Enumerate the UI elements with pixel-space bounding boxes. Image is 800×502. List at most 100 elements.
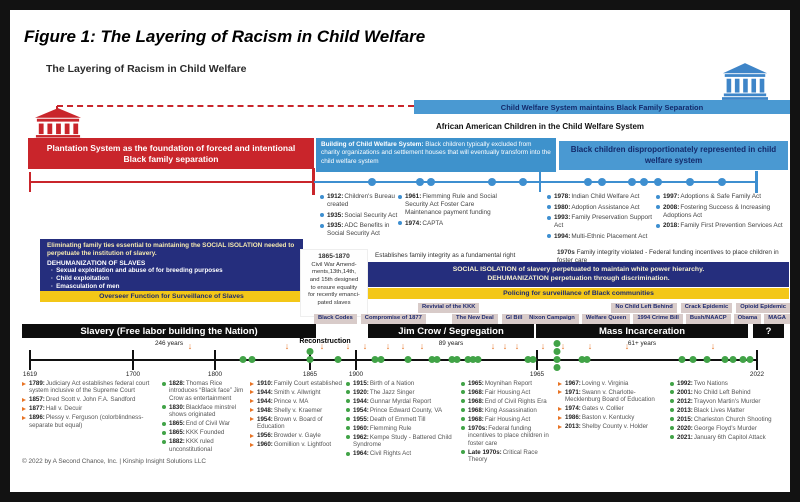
timeline-year-label: 1800 [207, 371, 223, 378]
chips-row2-mid: The New Deal GI Bill [452, 314, 527, 324]
event-marker-dot-icon [346, 381, 350, 386]
down-arrow-icon: ↓ [560, 341, 566, 351]
event-item: 1910:Family Court established [250, 380, 344, 387]
event-item: 1935:ADC Benefits in Social Security Act [320, 222, 406, 238]
policy-chip: MAGA [764, 314, 790, 324]
events-column-2: 1828:Thomas Rice introduces “Black face”… [162, 380, 250, 454]
amendments-line: and 15th designed [309, 276, 359, 283]
event-marker-dot-icon [461, 390, 465, 395]
event-marker-arrow-icon [558, 390, 562, 395]
reconstruction-label: Reconstruction [299, 338, 351, 345]
event-marker-arrow-icon [250, 408, 254, 413]
bullet-dot-icon: · [51, 282, 54, 290]
social-isolation-slavery-box: Eliminating family ties essential to mai… [40, 239, 303, 291]
event-item: 1965:Moynihan Report [461, 380, 556, 387]
event-item: 1912:Children's Bureau created [320, 193, 406, 209]
blue-event-dot-icon [416, 178, 424, 186]
event-item: 1968:Fair Housing Act [461, 416, 556, 423]
era-bar-unknown: ? [753, 324, 784, 338]
green-event-dot-icon [678, 356, 686, 363]
plantation-system-bar: Plantation System as the foundation of f… [28, 138, 314, 169]
social-isolation-line2: DEHUMANIZATION perpetuation through disc… [487, 275, 670, 282]
green-event-dot-icon [524, 356, 532, 363]
amendments-lines: Civil War Amend-ments,13th,14th, and 15th… [301, 262, 367, 308]
event-marker-arrow-icon [22, 415, 26, 420]
timeline-year-label: 1619 [22, 371, 38, 378]
down-arrow-icon: ↓ [502, 341, 508, 351]
timeline-tick [756, 350, 758, 370]
green-event-dot-icon [474, 356, 482, 363]
green-event-dot-icon [453, 356, 461, 363]
policy-chip: The New Deal [452, 314, 498, 324]
down-arrow-icon: ↓ [362, 341, 368, 351]
blue-dot-icon [656, 223, 660, 228]
blue-event-dot-icon [368, 178, 376, 186]
blue-dot-icon [398, 221, 402, 225]
event-item: 1997:Adoptions & Safe Family Act [656, 193, 788, 201]
events-column-5: 1965:Moynihan Report 1968:Fair Housing A… [461, 380, 556, 465]
event-marker-dot-icon [162, 405, 166, 410]
event-marker-dot-icon [162, 381, 166, 386]
event-item: 1944:Gunnar Myrdal Report [346, 398, 456, 405]
event-item: 1955:Death of Emmett Till [346, 416, 456, 423]
cws-separation-banner: Child Welfare System maintains Black Fam… [414, 100, 790, 114]
green-event-dot-icon [469, 356, 477, 363]
event-marker-dot-icon [461, 399, 465, 404]
bullet-dot-icon: · [51, 274, 54, 282]
civil-war-amendments-box: 1865-1870 Civil War Amend-ments,13th,14t… [300, 249, 368, 317]
green-event-dot-icon [448, 356, 456, 363]
event-item: 1968:End of Civil Rights Era [461, 398, 556, 405]
policy-chip: Black Codes [314, 314, 357, 324]
event-item: 2013:Black Lives Matter [670, 407, 788, 414]
chips-row2-right: Nixon Campaign Welfare Queen 1994 Crime Bi… [525, 314, 790, 324]
event-item: 2020:George Floyd's Murder [670, 425, 788, 432]
event-marker-dot-icon [461, 417, 465, 422]
event-marker-arrow-icon [250, 399, 254, 404]
events-column-3: 1910:Family Court established 1944:Smith… [250, 380, 344, 450]
event-item: 1960:Gomillion v. Lightfoot [250, 441, 344, 448]
overseer-bar: Overseer Function for Surveillance of Sl… [40, 291, 303, 302]
blue-timeline-dots [0, 178, 800, 186]
dehumanization-bullets: · Sexual exploitation and abuse of for b… [47, 267, 296, 291]
green-event-dot-icon [529, 356, 537, 363]
event-marker-dot-icon [346, 399, 350, 404]
timeline-tick [355, 350, 357, 370]
policy-chip: Welfare Queen [581, 314, 631, 324]
event-item: 1968:King Assassination [461, 407, 556, 414]
down-arrow-icon: ↓ [319, 341, 325, 351]
event-item: 1994:Multi-Ethnic Placement Act [547, 233, 653, 241]
diagram-title: The Layering of Racism in Child Welfare [46, 63, 247, 75]
blue-event-dot-icon [718, 178, 726, 186]
event-marker-dot-icon [346, 408, 350, 413]
green-event-dot-icon [553, 364, 561, 371]
chips-row1-right: No Child Left Behind Crack Epidemic Opioid… [608, 303, 790, 313]
green-event-dot-icon [404, 356, 412, 363]
green-event-dot-icon [464, 356, 472, 363]
event-item: 1974:CAPTA [398, 220, 510, 228]
timeline-tick [536, 350, 538, 370]
event-item: 1789:Judiciary Act establishes federal c… [22, 380, 160, 395]
event-item: 1882:KKK ruled unconstitutional [162, 438, 250, 453]
event-marker-arrow-icon [22, 406, 26, 411]
event-item: 1960:Flemming Rule [346, 425, 456, 432]
blue-event-dot-icon [640, 178, 648, 186]
event-marker-arrow-icon [250, 417, 254, 422]
cws-events-column-b: 1961:Flemming Rule and Social Security A… [398, 193, 510, 230]
era-bar-jim-crow: Jim Crow / Segregation [368, 324, 534, 338]
green-event-dot-icon [377, 356, 385, 363]
cws-events-column-a: 1912:Children's Bureau created 1935:Soci… [320, 193, 406, 241]
event-item: 1896:Plessy v. Ferguson (colorblindness-… [22, 414, 160, 429]
event-marker-arrow-icon [558, 381, 562, 386]
timeline-tick [132, 350, 134, 370]
event-item: 1865:KKK Founded [162, 429, 250, 436]
family-integrity-note: Establishes family integrity as a fundam… [375, 252, 516, 259]
events-column-1: 1789:Judiciary Act establishes federal c… [22, 380, 160, 431]
mass-duration-label: 61+ years [627, 340, 657, 347]
event-marker-arrow-icon [250, 381, 254, 386]
social-isolation-perpetuated-bar: SOCIAL ISOLATION of slavery perpetuated … [368, 262, 789, 287]
event-item: 1944:Smith v. Allwright [250, 389, 344, 396]
event-marker-dot-icon [670, 435, 674, 440]
disproportionate-box: Black children disproportionately repres… [559, 141, 788, 170]
green-event-dot-icon [721, 356, 729, 363]
event-marker-dot-icon [346, 451, 350, 456]
